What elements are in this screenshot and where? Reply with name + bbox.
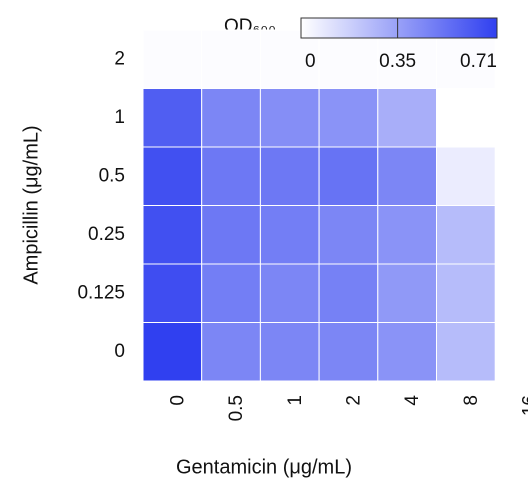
heatmap-cell — [259, 322, 320, 382]
heatmap-cell — [377, 205, 437, 265]
heatmap-cell — [436, 322, 496, 382]
colorbar — [300, 17, 498, 39]
heatmap-cell — [318, 205, 379, 265]
heatmap-cell — [142, 29, 203, 89]
heatmap-cell — [377, 322, 437, 382]
heatmap-cell — [201, 146, 261, 206]
y-tick-label: 0 — [114, 341, 125, 362]
heatmap-cell — [142, 146, 203, 206]
y-axis-label: Ampicillin (μg/mL) — [20, 125, 42, 284]
heatmap-cell — [377, 263, 437, 323]
heatmap-cell — [142, 263, 203, 323]
x-tick-label: 1 — [285, 395, 306, 406]
y-tick-label: 0.5 — [99, 165, 125, 186]
x-axis-label: Gentamicin (μg/mL) — [176, 456, 352, 478]
heatmap-cell — [201, 205, 261, 265]
y-tick-label: 0.25 — [88, 224, 125, 245]
heatmap-cell — [259, 205, 320, 265]
heatmap-cell — [259, 146, 320, 206]
heatmap-cell — [436, 146, 496, 206]
x-tick-label: 4 — [402, 395, 423, 406]
heatmap-cell — [259, 88, 320, 148]
heatmap-cell — [436, 29, 496, 89]
heatmap-cell — [436, 205, 496, 265]
heatmap-cell — [259, 263, 320, 323]
heatmap-cell — [318, 29, 379, 89]
heatmap-cell — [436, 263, 496, 323]
heatmap-cell — [142, 205, 203, 265]
heatmap-cell — [201, 29, 261, 89]
y-tick-label: 1 — [114, 107, 125, 128]
heatmap-cell — [377, 88, 437, 148]
heatmap-cell — [318, 88, 379, 148]
heatmap-cell — [201, 88, 261, 148]
x-tick-label: 0.5 — [226, 395, 247, 421]
x-tick-label: 16 — [520, 395, 528, 416]
heatmap-cell — [318, 146, 379, 206]
heatmap-cell — [201, 322, 261, 382]
y-tick-label: 2 — [114, 48, 125, 69]
x-tick-label: 8 — [461, 395, 482, 406]
heatmap-cell — [377, 146, 437, 206]
heatmap-cell — [318, 322, 379, 382]
heatmap-cell — [318, 263, 379, 323]
heatmap-cell — [142, 88, 203, 148]
y-tick-label: 0.125 — [77, 282, 125, 303]
colorbar-tick-label: 0 — [305, 51, 316, 72]
colorbar-tick-label: 0.35 — [379, 51, 416, 72]
heatmap-cell — [142, 322, 203, 382]
heatmap-cell — [201, 263, 261, 323]
x-tick-label: 0 — [167, 395, 188, 406]
colorbar-tick-label: 0.71 — [460, 51, 497, 72]
x-tick-label: 2 — [343, 395, 364, 406]
